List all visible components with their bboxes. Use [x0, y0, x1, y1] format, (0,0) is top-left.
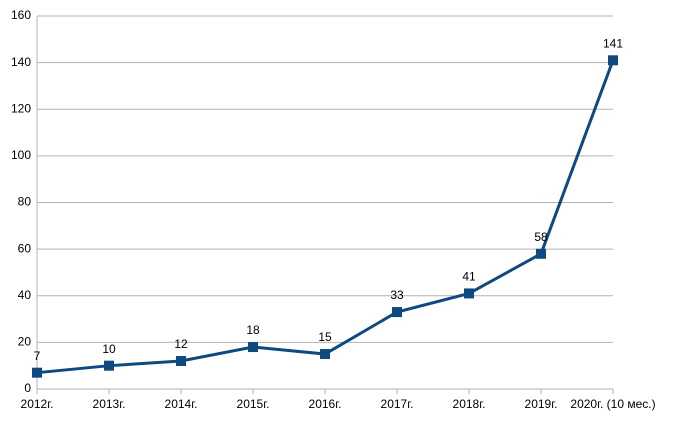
x-tick-label: 2016г. [309, 397, 342, 411]
marker [608, 55, 618, 66]
data-label: 41 [462, 270, 476, 284]
marker [464, 288, 474, 299]
data-label: 141 [603, 36, 623, 50]
data-label: 33 [390, 288, 404, 302]
marker [176, 356, 186, 367]
y-tick-label: 60 [18, 241, 32, 255]
x-tick-label: 2012г. [21, 397, 54, 411]
x-tick-label: 2013г. [93, 397, 126, 411]
data-label: 15 [318, 330, 332, 344]
marker [248, 342, 258, 353]
data-label: 18 [246, 323, 260, 337]
marker [32, 367, 42, 378]
y-tick-label: 20 [18, 335, 32, 349]
x-tick-label: 2019г. [525, 397, 558, 411]
data-label: 10 [102, 342, 116, 356]
y-tick-label: 120 [11, 101, 31, 115]
y-tick-label: 100 [11, 148, 31, 162]
x-tick-label: 2015г. [237, 397, 270, 411]
y-tick-label: 160 [11, 8, 31, 22]
x-tick-label: 2020г. (10 мес.) [570, 397, 655, 411]
x-tick-label: 2017г. [381, 397, 414, 411]
y-tick-label: 0 [24, 381, 31, 395]
data-label: 7 [34, 349, 41, 363]
y-tick-label: 80 [18, 195, 32, 209]
marker [320, 349, 330, 360]
x-tick-label: 2018г. [453, 397, 486, 411]
data-label: 58 [534, 230, 548, 244]
x-tick-label: 2014г. [165, 397, 198, 411]
marker [392, 307, 402, 318]
line [36, 59, 615, 375]
marker [104, 360, 114, 371]
y-tick-label: 40 [18, 288, 32, 302]
marker [536, 248, 546, 259]
data-label: 12 [174, 337, 188, 351]
y-tick-label: 140 [11, 55, 31, 69]
